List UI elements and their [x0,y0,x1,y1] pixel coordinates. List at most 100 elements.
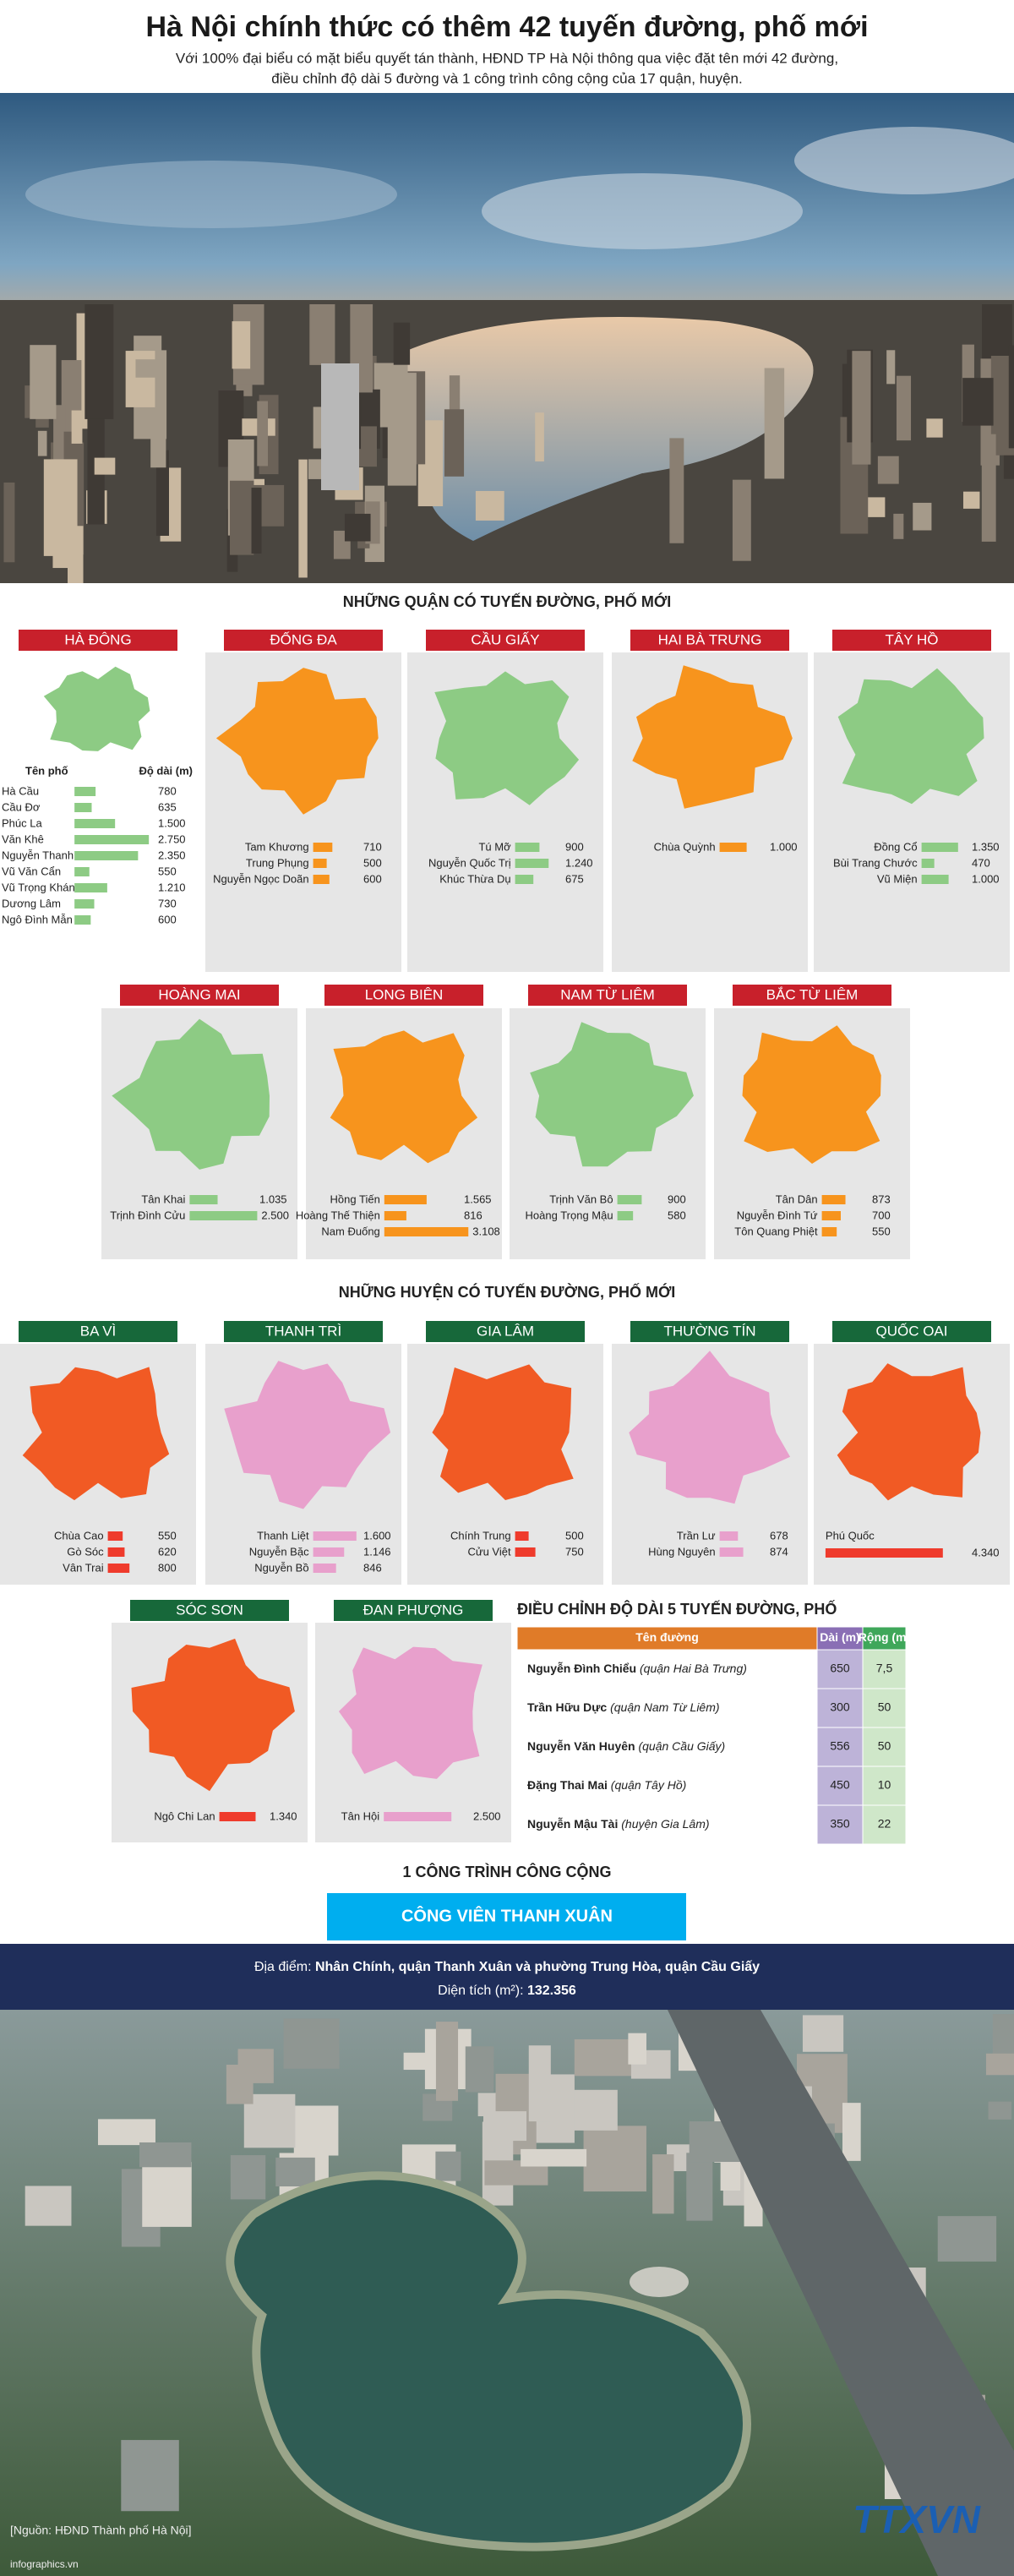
street-length: 4.340 [972,1546,1000,1558]
street-length: 1.565 [464,1192,492,1205]
tab [334,1600,493,1621]
building [84,304,114,419]
street-name: Ngô Chi Lan [154,1809,215,1822]
tab-label: THANH TRÌ [265,1323,341,1339]
park-lake [226,2171,751,2551]
length-cell: 450 [830,1778,850,1792]
building [863,497,886,517]
panels: HÀ ĐÔNG Tên phố Độ dài (m) Hà Cầu 780 Cầu Đơ 6… [0,630,1010,1842]
street-area: (quận Nam Từ Liêm) [610,1700,719,1714]
building [139,2142,192,2168]
tab-label: SÓC SƠN [176,1602,243,1618]
street-area: (huyện Gia Lâm) [621,1817,709,1831]
bar [384,1211,406,1220]
park-name: CÔNG VIÊN THANH XUÂN [401,1905,613,1925]
width-cell: 50 [878,1739,891,1753]
bar [107,1531,123,1541]
street-length: 678 [770,1529,788,1542]
cloud [25,161,397,228]
street-name: Vũ Trọng Khánh [2,881,81,893]
building [155,450,170,536]
bar [384,1812,452,1821]
street-cell: Trần Hữu Dực (quận Nam Từ Liêm) [527,1700,720,1714]
street-name: Trần Hữu Dực [527,1700,607,1714]
building [669,438,684,543]
street-length: 500 [565,1529,584,1542]
lake [390,317,814,541]
street-length: 900 [565,840,584,853]
cell [862,1649,907,1689]
map [432,1364,574,1500]
map [837,668,984,805]
bar [74,835,150,844]
tab [426,630,585,651]
building [475,490,504,521]
street-length: 2.750 [158,832,186,845]
cloud [482,173,803,249]
street-length: 1.035 [259,1192,287,1205]
street-length: 620 [158,1545,177,1558]
bar [515,843,540,852]
bar [719,1531,739,1541]
street-name: Nguyễn Quốc Trị [428,856,511,869]
street-name: Ngô Đình Mẫn [2,913,73,925]
tab [630,1321,789,1342]
location-label: Địa điểm: [254,1959,312,1974]
street-area: (quận Hai Bà Trưng) [640,1662,747,1675]
bar [921,859,935,868]
building [962,491,980,509]
tab [630,630,789,651]
street-name: Cầu Đơ [2,800,41,813]
bar [921,843,958,852]
tab-label: BẮC TỪ LIÊM [766,986,859,1002]
building [926,418,943,438]
length-cell: 650 [830,1662,850,1675]
cell [862,1804,907,1845]
header-cell [816,1626,864,1651]
cell [862,1727,907,1767]
street-name: Phú Quốc [826,1529,875,1542]
bar [313,1547,345,1557]
location: Địa điểm: Nhân Chính, quận Thanh Xuân và… [254,1959,760,1974]
tab-label: GIA LÂM [477,1323,534,1339]
street-length: 500 [363,856,382,869]
building [482,2111,527,2142]
area-value: 132.356 [527,1984,576,1998]
cell [516,1649,818,1689]
tab-label: ĐỐNG ĐA [270,630,337,647]
street-name: Hoàng Thế Thiện [296,1209,380,1221]
street-name: Dương Lâm [2,897,61,909]
map [330,1030,478,1164]
street-cell: Nguyễn Văn Huyên (quận Cầu Giấy) [527,1739,725,1753]
header-cell [516,1626,818,1651]
street-area: (quận Tây Hồ) [611,1778,686,1792]
street-length: 750 [565,1545,584,1558]
adjust-table: Tên đường Dài (m)Rộng (m) Nguyễn Đình Chiể… [516,1626,910,1845]
area-label: Diện tích (m²): [438,1984,523,1998]
park-name-box [327,1893,686,1940]
street-length: 1.340 [270,1809,297,1822]
building [94,457,116,475]
street-length: 900 [668,1192,686,1205]
building [913,502,932,531]
tab [120,985,279,1006]
bar [107,1547,125,1557]
street-name: Phúc La [2,816,42,829]
logo: TTXVN [853,2497,981,2541]
column-header: Tên phố [25,764,68,777]
building [43,459,78,556]
header-label: Dài (m) [820,1630,859,1644]
building [988,2101,1012,2120]
tab [832,1321,991,1342]
tab [224,1321,383,1342]
street-name: Vũ Miện [877,872,918,885]
map [215,668,379,815]
street-name: Tú Mỡ [478,840,511,853]
building [230,2155,266,2200]
park-photo [0,2010,1014,2576]
cell [516,1727,818,1767]
building [37,430,47,456]
building [275,2157,315,2187]
street-length: 873 [872,1192,891,1205]
bar [384,1195,427,1204]
